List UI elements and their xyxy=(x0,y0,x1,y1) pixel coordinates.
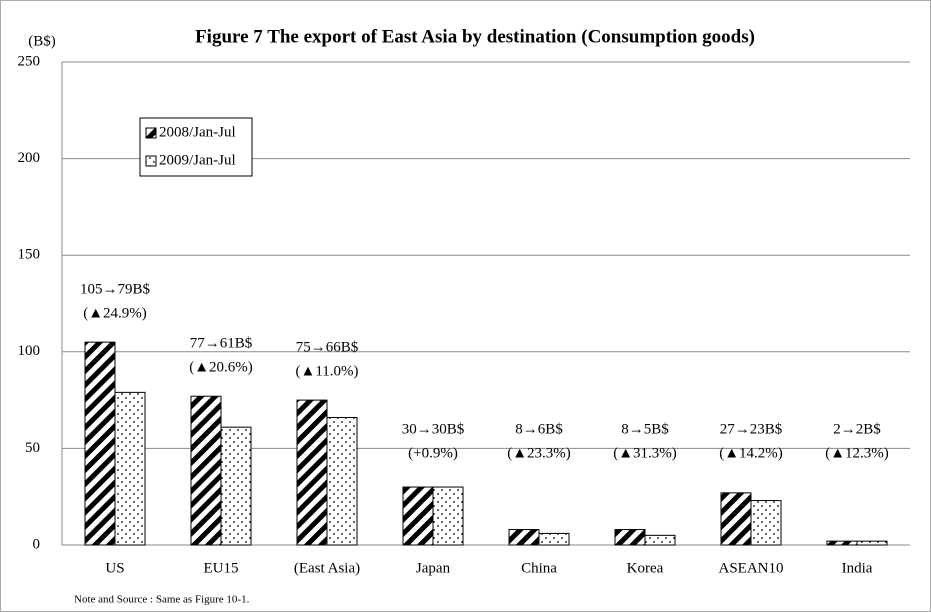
x-tick-label: Japan xyxy=(416,560,451,576)
bar xyxy=(614,529,646,546)
y-tick-label: 250 xyxy=(18,53,41,69)
y-tick-label: 200 xyxy=(18,150,41,166)
annotation: 30→30B$ xyxy=(402,421,465,437)
annotation: (+0.9%) xyxy=(408,445,458,461)
chart-title: Figure 7 The export of East Asia by dest… xyxy=(195,26,755,47)
legend-swatch xyxy=(145,127,157,139)
bar xyxy=(220,426,252,546)
annotation: (▲11.0%) xyxy=(295,364,358,380)
legend-label: 2009/Jan-Jul xyxy=(159,152,236,168)
bar xyxy=(402,486,434,546)
annotation: 8→5B$ xyxy=(621,421,669,437)
y-tick-label: 50 xyxy=(25,440,40,456)
annotation: 2→2B$ xyxy=(833,421,881,437)
annotation: (▲14.2%) xyxy=(719,445,783,461)
x-tick-label: (East Asia) xyxy=(294,560,360,576)
bar xyxy=(326,416,358,546)
annotation: 105→79B$ xyxy=(80,282,151,298)
bar xyxy=(826,540,858,546)
legend-box xyxy=(139,117,253,177)
annotation: 75→66B$ xyxy=(296,340,359,356)
x-tick-label: Korea xyxy=(627,560,664,576)
x-tick-label: EU15 xyxy=(204,560,239,576)
y-tick-label: 150 xyxy=(18,247,41,263)
bar xyxy=(508,529,540,546)
x-tick-label: China xyxy=(521,560,557,576)
note: Note and Source : Same as Figure 10-1. xyxy=(74,594,250,606)
annotation: (▲24.9%) xyxy=(83,306,147,322)
x-tick-label: India xyxy=(842,560,873,576)
bar xyxy=(720,492,752,546)
bar xyxy=(538,532,570,546)
bar xyxy=(432,486,464,546)
x-tick-label: ASEAN10 xyxy=(718,560,783,576)
x-tick-label: US xyxy=(105,560,124,576)
bar xyxy=(84,341,116,546)
y-tick-label: 100 xyxy=(18,343,41,359)
bar xyxy=(296,399,328,546)
legend-label: 2008/Jan-Jul xyxy=(159,124,236,140)
annotation: 77→61B$ xyxy=(190,336,253,352)
bar xyxy=(750,500,782,546)
bar xyxy=(190,395,222,546)
annotation: (▲23.3%) xyxy=(507,445,571,461)
bar xyxy=(644,534,676,546)
bar xyxy=(114,391,146,546)
annotation: 27→23B$ xyxy=(720,421,783,437)
y-axis-label: (B$) xyxy=(28,33,56,49)
legend-swatch xyxy=(145,155,157,167)
annotation: (▲12.3%) xyxy=(825,445,889,461)
annotation: (▲31.3%) xyxy=(613,445,677,461)
y-tick-label: 0 xyxy=(33,536,41,552)
annotation: 8→6B$ xyxy=(515,421,563,437)
bar xyxy=(856,540,888,546)
annotation: (▲20.6%) xyxy=(189,360,253,376)
